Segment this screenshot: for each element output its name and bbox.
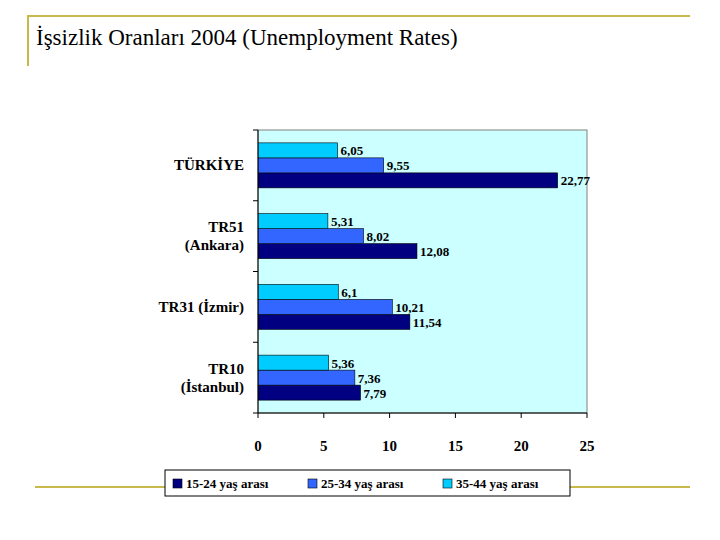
x-tick [323,413,324,418]
bar [258,158,384,173]
x-tick-label: 25 [580,438,595,454]
x-tick [389,413,390,418]
category-label: TR51 (Ankara) [185,219,244,254]
legend-swatch [173,479,182,488]
chart-root: İşsizlik Oranları 2004 (Unemployment Rat… [0,0,720,540]
legend-label: 25-34 yaş arası [321,476,404,491]
category-tick [253,342,258,343]
legend-label: 15-24 yaş arası [186,476,269,491]
category-label: TÜRKİYE [174,157,244,173]
category-label-line: TR51 [208,219,244,235]
bars [258,143,558,400]
data-label: 22,77 [561,173,591,188]
data-label: 5,36 [332,356,355,371]
legend-box [165,470,570,496]
bar [258,284,338,299]
category-tick [253,271,258,272]
category-label-line: TÜRKİYE [174,157,244,173]
category-tick [253,413,258,414]
data-label: 5,31 [331,214,354,229]
title: İşsizlik Oranları 2004 (Unemployment Rat… [36,25,458,50]
x-tick-label: 5 [320,438,328,454]
category-label: TR31 (İzmir) [159,299,244,316]
category-label: TR10 (İstanbul) [181,361,244,396]
decoration [27,15,29,66]
bar [258,370,355,385]
x-tick [521,413,522,418]
data-label: 6,1 [341,285,357,300]
data-label: 10,21 [395,300,424,315]
x-tick-label: 0 [254,438,262,454]
decoration [28,15,690,17]
data-label: 11,54 [413,315,442,330]
bar [258,314,410,329]
category-tick [253,200,258,201]
data-label: 12,08 [420,244,450,259]
bar [258,244,417,259]
bar [258,299,392,314]
x-tick [258,413,259,418]
chart-svg: İşsizlik Oranları 2004 (Unemployment Rat… [0,0,720,540]
x-tick-label: 20 [514,438,529,454]
bar [258,385,361,400]
data-label: 6,05 [341,143,364,158]
bar [258,229,364,244]
x-tick [587,413,588,418]
category-tick [253,130,258,131]
category-label-line: (İstanbul) [181,379,244,396]
bar [258,214,328,229]
category-label-line: TR10 [208,361,244,377]
category-label-line: TR31 (İzmir) [159,299,244,316]
bar [258,143,338,158]
bar [258,173,558,188]
category-label-line: (Ankara) [185,237,244,254]
x-tick-label: 15 [448,438,463,454]
data-label: 9,55 [387,158,410,173]
x-tick-label: 10 [382,438,397,454]
plot-area [258,130,587,413]
legend-label: 35-44 yaş arası [456,476,539,491]
legend-swatch [308,479,317,488]
data-label: 7,36 [358,371,381,386]
x-axis [258,413,587,414]
x-tick [455,413,456,418]
data-label: 8,02 [367,229,390,244]
data-label: 7,79 [364,386,387,401]
bar [258,355,329,370]
legend-swatch [443,479,452,488]
